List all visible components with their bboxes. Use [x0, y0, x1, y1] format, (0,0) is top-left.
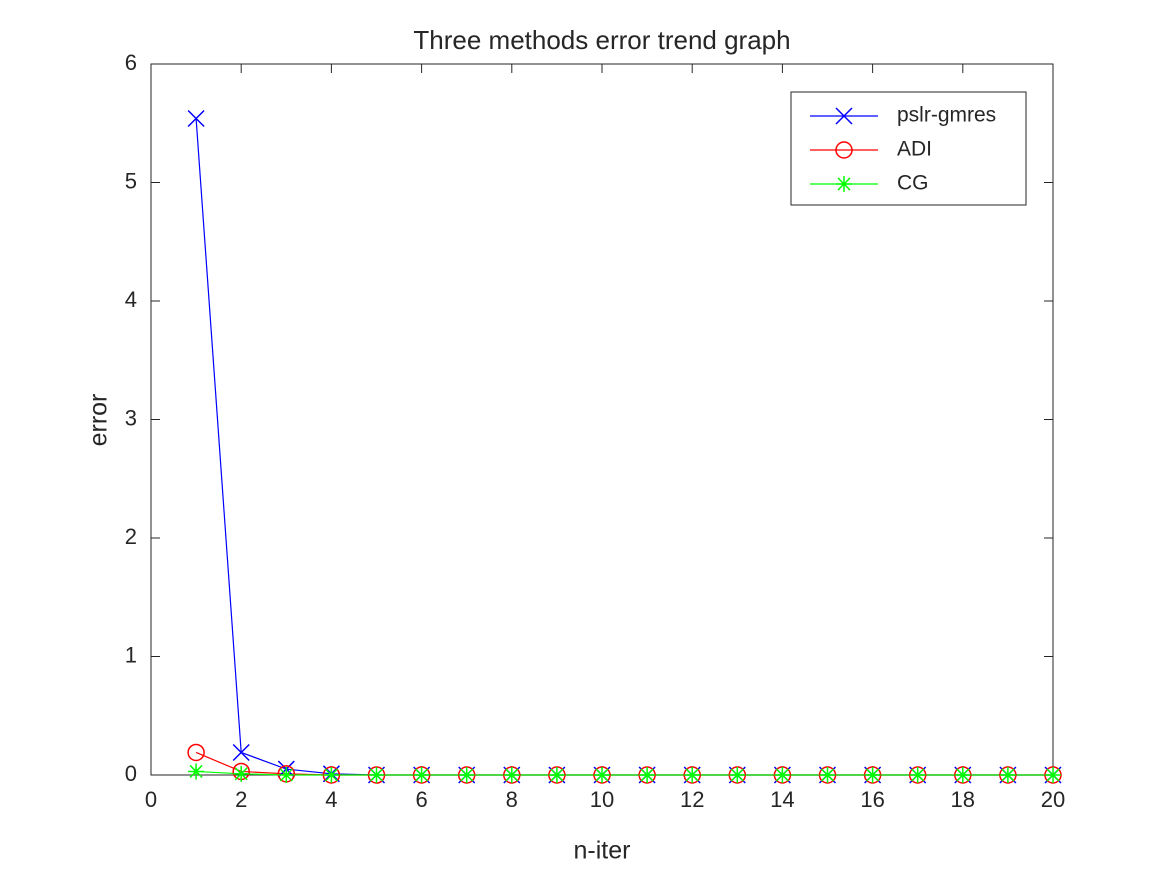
- x-tick-label: 4: [325, 787, 337, 812]
- marker: [1045, 767, 1061, 783]
- legend: pslr-gmres ADI CG: [790, 91, 1027, 206]
- marker: [503, 767, 520, 783]
- x-tick-label: 0: [145, 787, 157, 812]
- y-tick-label: 0: [125, 761, 137, 786]
- marker: [187, 743, 205, 762]
- marker: [835, 141, 853, 159]
- marker: [323, 767, 340, 783]
- marker: [819, 767, 836, 783]
- marker: [187, 109, 205, 128]
- x-tick-label: 14: [770, 787, 794, 812]
- y-axis-label: error: [85, 394, 113, 447]
- marker: [594, 767, 610, 783]
- x-tick-label: 10: [590, 787, 614, 812]
- marker: [639, 767, 656, 783]
- x-tick-label: 2: [235, 787, 247, 812]
- x-tick-label: 12: [680, 787, 704, 812]
- y-tick-label: 4: [125, 287, 137, 312]
- legend-label: CG: [897, 172, 929, 195]
- marker: [864, 767, 881, 783]
- marker: [999, 767, 1016, 783]
- marker: [413, 767, 430, 783]
- x-tick-label: 16: [860, 787, 884, 812]
- marker: [548, 767, 565, 783]
- y-tick-label: 5: [125, 168, 137, 193]
- chart-title: Three methods error trend graph: [413, 25, 790, 55]
- x-tick-label: 6: [415, 787, 427, 812]
- marker: [954, 767, 971, 783]
- marker: [684, 767, 701, 783]
- marker: [835, 107, 853, 125]
- marker: [729, 767, 746, 783]
- marker: [188, 763, 205, 780]
- y-tick-label: 6: [125, 50, 137, 75]
- y-tick-label: 1: [125, 642, 137, 667]
- marker: [836, 176, 852, 192]
- marker: [278, 767, 295, 783]
- x-axis-label: n-iter: [574, 837, 631, 865]
- x-tick-label: 20: [1041, 787, 1065, 812]
- marker: [368, 767, 385, 783]
- marker: [233, 765, 250, 782]
- marker: [458, 767, 475, 783]
- marker: [232, 743, 250, 762]
- y-tick-label: 2: [125, 524, 137, 549]
- legend-label: pslr-gmres: [897, 104, 996, 127]
- marker: [774, 767, 791, 783]
- legend-label: ADI: [897, 138, 932, 161]
- marker: [909, 767, 926, 783]
- legend-box: [790, 91, 1027, 206]
- y-tick-label: 3: [125, 405, 137, 430]
- x-tick-label: 8: [506, 787, 518, 812]
- x-tick-label: 18: [951, 787, 975, 812]
